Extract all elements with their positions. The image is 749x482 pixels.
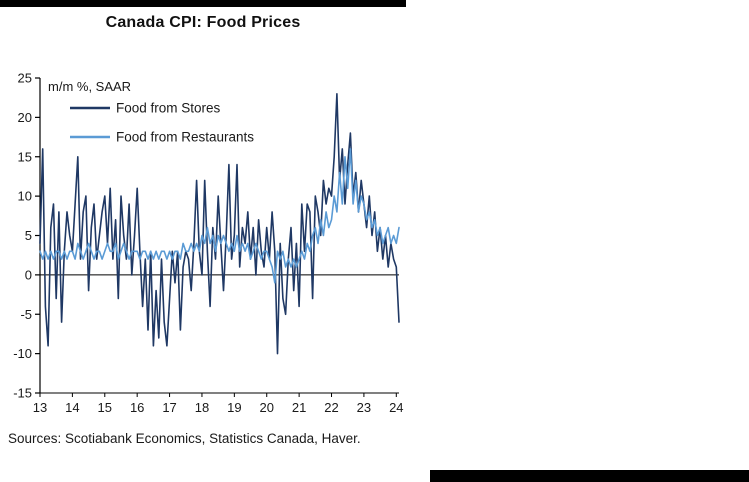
legend-label: Food from Stores [116,101,221,116]
chart-title: Canada CPI: Food Prices [105,14,301,31]
x-tick-label: 23 [357,400,371,415]
x-tick-label: 18 [195,400,209,415]
y-tick-label: 25 [18,71,32,86]
x-tick-label: 19 [227,400,241,415]
bottom-accent-bar [430,470,749,482]
x-tick-label: 15 [98,400,112,415]
series-line-food-from-stores [39,92,400,355]
x-tick-label: 22 [324,400,338,415]
y-tick-label: -5 [20,307,32,322]
x-tick-label: 21 [292,400,306,415]
x-tick-label: 14 [65,400,79,415]
y-tick-label: -10 [13,346,32,361]
y-tick-label: 10 [18,189,32,204]
y-tick-label: 0 [25,267,32,282]
top-accent-bar [0,0,406,7]
y-tick-label: 20 [18,110,32,125]
y-tick-label: 15 [18,149,32,164]
y-tick-label: -15 [13,386,32,401]
y-tick-label: 5 [25,228,32,243]
units-annotation: m/m %, SAAR [48,79,131,94]
chart-panel: Canada CPI: Food Prices 25 20 15 10 5 0 -5 -10 -… [0,10,410,426]
series-line-food-from-restaurants [39,148,400,284]
x-tick-label: 24 [389,400,403,415]
x-tick-label: 13 [33,400,47,415]
legend-label: Food from Restaurants [116,130,254,145]
x-tick-label: 20 [260,400,274,415]
sources-note: Sources: Scotiabank Economics, Statistic… [8,431,361,446]
x-tick-label: 16 [130,400,144,415]
x-tick-label: 17 [162,400,176,415]
